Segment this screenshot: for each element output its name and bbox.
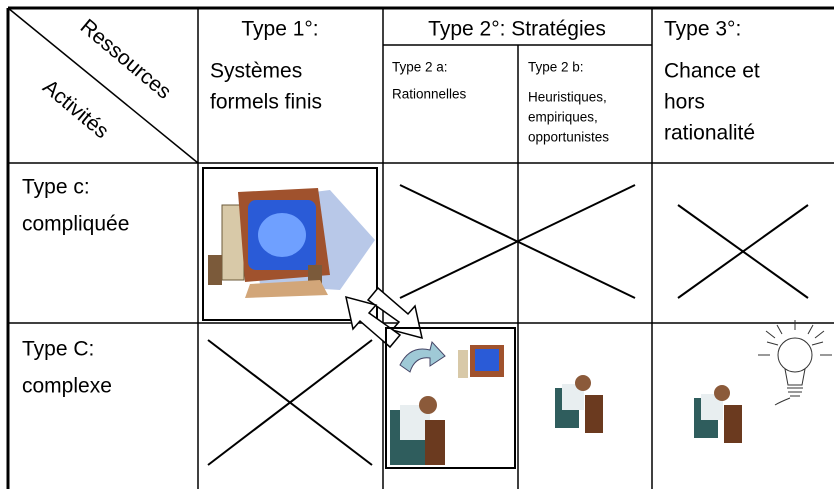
person-icon: [694, 385, 742, 443]
type1-line: Systèmes: [210, 60, 302, 83]
exchange-arrows: [345, 286, 423, 349]
type2a-title: Type 2 a:: [392, 60, 448, 75]
row-label: Type c:: [22, 176, 90, 199]
type2b-title: Type 2 b:: [528, 60, 584, 75]
row-sublabel: compliquée: [22, 213, 129, 236]
lightbulb-icon: [758, 320, 832, 406]
type1-title: Type 1°:: [241, 18, 318, 41]
computer-icon: [202, 167, 378, 321]
type3-title: Type 3°:: [664, 18, 741, 41]
type3-line: Chance et: [664, 60, 760, 83]
corner-top: Ressources: [76, 15, 176, 104]
table-grid: [6, 6, 834, 489]
type2b-line: opportunistes: [528, 130, 609, 145]
row-sublabel: complexe: [22, 375, 112, 398]
type3-line: hors: [664, 91, 705, 114]
crosses: [207, 184, 809, 466]
person-icon: [555, 375, 603, 433]
strategy-2a-icon: [385, 327, 516, 469]
corner-bottom: Activités: [38, 75, 113, 143]
type2b-line: empiriques,: [528, 110, 598, 125]
type1-line: formels finis: [210, 91, 322, 114]
type2a-line: Rationnelles: [392, 87, 467, 102]
type2b-line: Heuristiques,: [528, 90, 607, 105]
type3-line: rationalité: [664, 122, 755, 145]
type2-title: Type 2°: Stratégies: [428, 18, 606, 41]
row-label: Type C:: [22, 338, 94, 361]
